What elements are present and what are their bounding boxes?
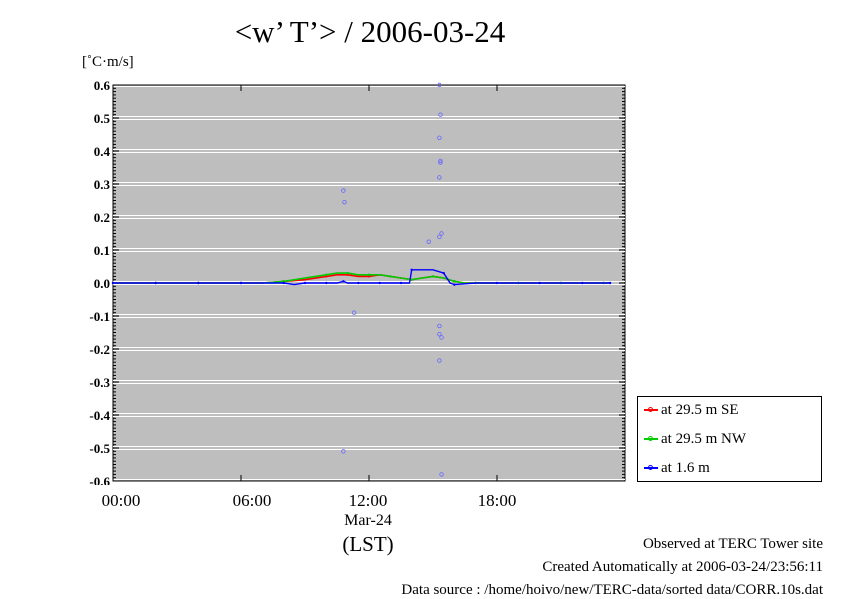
legend-item-1-6m: at 1.6 m bbox=[644, 459, 710, 477]
series-point bbox=[357, 281, 360, 285]
grid-lines bbox=[113, 83, 625, 483]
series-point bbox=[325, 281, 328, 285]
y-tick-labels: 0.6 0.5 0.4 0.3 0.2 0.1 0.0 -0.1 -0.2 -0.3 -0.4 -0.… bbox=[74, 80, 114, 485]
series-point bbox=[342, 280, 345, 283]
series-point bbox=[410, 268, 413, 271]
y-tick-label: 0.6 bbox=[93, 80, 110, 93]
series-point bbox=[325, 273, 328, 276]
series-point bbox=[154, 281, 157, 285]
series-point bbox=[303, 281, 307, 285]
legend-item-nw: at 29.5 m NW bbox=[644, 430, 746, 448]
series-point bbox=[453, 283, 456, 286]
legend-label-se: at 29.5 m SE bbox=[661, 401, 739, 418]
series-point bbox=[581, 281, 584, 285]
series-point bbox=[608, 281, 612, 285]
scatter-point bbox=[342, 199, 347, 205]
scatter-point bbox=[351, 310, 357, 315]
legend-label-nw: at 29.5 m NW bbox=[661, 430, 746, 447]
footer-created: Created Automatically at 2006-03-24/23:5… bbox=[542, 559, 823, 575]
scatter-point bbox=[438, 112, 443, 117]
series-layer bbox=[111, 82, 612, 477]
series-point bbox=[346, 273, 349, 276]
legend-label-1-6m: at 1.6 m bbox=[661, 459, 710, 476]
series-point bbox=[378, 281, 381, 285]
scatter-point bbox=[439, 335, 444, 340]
y-tick-label: 0.0 bbox=[93, 276, 110, 291]
x-tick-label: 06:00 bbox=[232, 491, 272, 510]
y-tick-label: 0.1 bbox=[93, 243, 110, 258]
series-point bbox=[538, 281, 541, 285]
series-point bbox=[367, 273, 371, 276]
legend-item-se: at 29.5 m SE bbox=[644, 401, 739, 419]
y-tick-label: -0.1 bbox=[89, 309, 110, 324]
series-line-2 bbox=[113, 269, 611, 286]
y-tick-label: -0.2 bbox=[89, 342, 110, 357]
y-tick-label: 0.3 bbox=[93, 177, 110, 192]
x-tick-label: 18:00 bbox=[477, 491, 517, 510]
x-tick-label: 00:00 bbox=[101, 491, 141, 510]
x-tick-label: 12:00 bbox=[348, 491, 388, 510]
scatter-point bbox=[438, 160, 443, 165]
series-point bbox=[367, 275, 371, 278]
scatter-point bbox=[437, 175, 442, 180]
series-point bbox=[453, 280, 456, 283]
y-tick-label: 0.2 bbox=[93, 210, 110, 225]
scatter-point bbox=[438, 158, 443, 164]
y-tick-label: 0.5 bbox=[93, 111, 110, 126]
series-point bbox=[282, 280, 285, 283]
series-point bbox=[239, 281, 243, 285]
series-point bbox=[197, 281, 200, 285]
scatter-point bbox=[437, 135, 442, 140]
series-point bbox=[399, 281, 403, 285]
chart-title: <w’ T’> / 2006-03-24 bbox=[234, 14, 506, 49]
legend-swatch-nw bbox=[644, 435, 658, 443]
series-point bbox=[495, 281, 499, 285]
scatter-point bbox=[437, 234, 442, 239]
series-point bbox=[389, 275, 392, 278]
series-point bbox=[431, 275, 435, 278]
series-point bbox=[410, 278, 413, 281]
x-date-label: Mar-24 bbox=[344, 512, 392, 529]
scatter-point bbox=[426, 239, 431, 244]
scatter-point bbox=[439, 231, 444, 236]
y-tick-label: -0.4 bbox=[89, 408, 110, 423]
scatter-point bbox=[437, 331, 442, 337]
legend-swatch-se bbox=[644, 406, 658, 414]
scatter-point bbox=[341, 188, 346, 193]
scatter-point bbox=[437, 323, 442, 329]
y-tick-label: -0.5 bbox=[89, 441, 110, 456]
y-tick-label: 0.4 bbox=[93, 144, 110, 159]
legend: at 29.5 m SE at 29.5 m NW at 1.6 m bbox=[637, 396, 822, 482]
series-point bbox=[282, 281, 285, 285]
series-point bbox=[346, 271, 349, 275]
series-point bbox=[111, 281, 115, 285]
scatter-point bbox=[437, 358, 442, 363]
scatter-point bbox=[437, 82, 442, 88]
y-tick-label: -0.6 bbox=[89, 474, 110, 485]
axis-ticks bbox=[112, 84, 625, 482]
scatter-point bbox=[439, 472, 444, 477]
legend-swatch-1-6m bbox=[644, 464, 658, 472]
series-point bbox=[325, 275, 328, 278]
series-point bbox=[442, 271, 445, 275]
scatter-point bbox=[341, 449, 346, 454]
footer-site: Observed at TERC Tower site bbox=[642, 536, 823, 552]
y-unit-label: [˚C·m/s] bbox=[82, 54, 134, 70]
footer-source: Data source : /home/hoivo/new/TERC-data/… bbox=[401, 582, 823, 598]
x-axis-label: (LST) bbox=[342, 532, 394, 556]
y-tick-label: -0.3 bbox=[89, 375, 110, 390]
